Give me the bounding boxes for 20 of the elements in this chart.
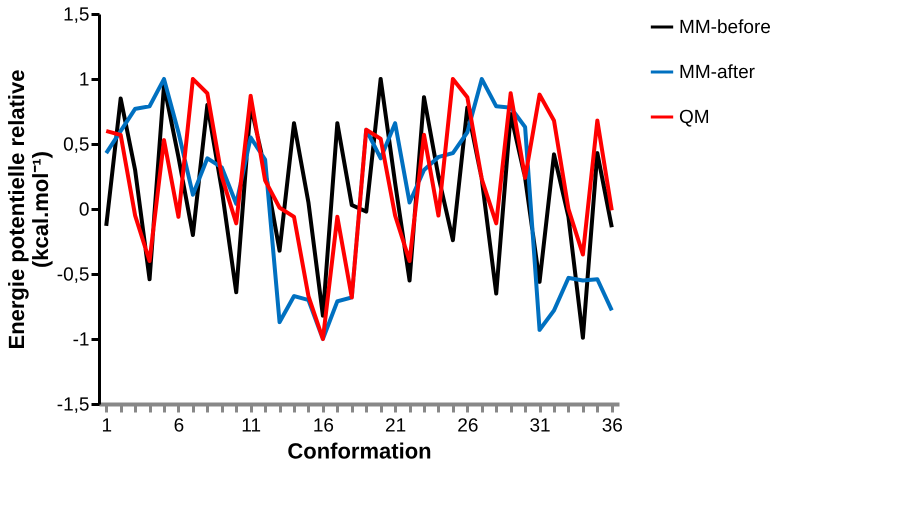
x-tick-label: 26	[457, 416, 478, 436]
y-tick-label: 1	[78, 70, 90, 90]
x-tick-label: 11	[241, 416, 262, 436]
x-tick-label: 16	[312, 416, 334, 436]
legend-label: MM-after	[679, 62, 756, 83]
y-tick-label: 1,5	[63, 4, 90, 26]
y-tick-label: -1,5	[56, 394, 90, 416]
x-tick-label: 21	[385, 416, 406, 436]
y-tick-label: 0,5	[63, 134, 90, 156]
x-tick-label: 31	[529, 416, 551, 436]
y-tick-label: 0	[78, 200, 90, 220]
x-tick-label: 6	[174, 416, 184, 436]
y-axis-title: Energie potentielle relative (kcal.mol⁻¹)	[4, 70, 53, 350]
y-tick-label: -0,5	[56, 264, 90, 286]
x-tick-label: 1	[101, 416, 112, 436]
x-tick-label: 36	[602, 416, 623, 436]
y-tick-label: -1	[72, 330, 90, 350]
x-axis-title: Conformation	[287, 438, 432, 464]
legend-label: MM-before	[679, 17, 771, 38]
legend-label: QM	[679, 107, 710, 128]
